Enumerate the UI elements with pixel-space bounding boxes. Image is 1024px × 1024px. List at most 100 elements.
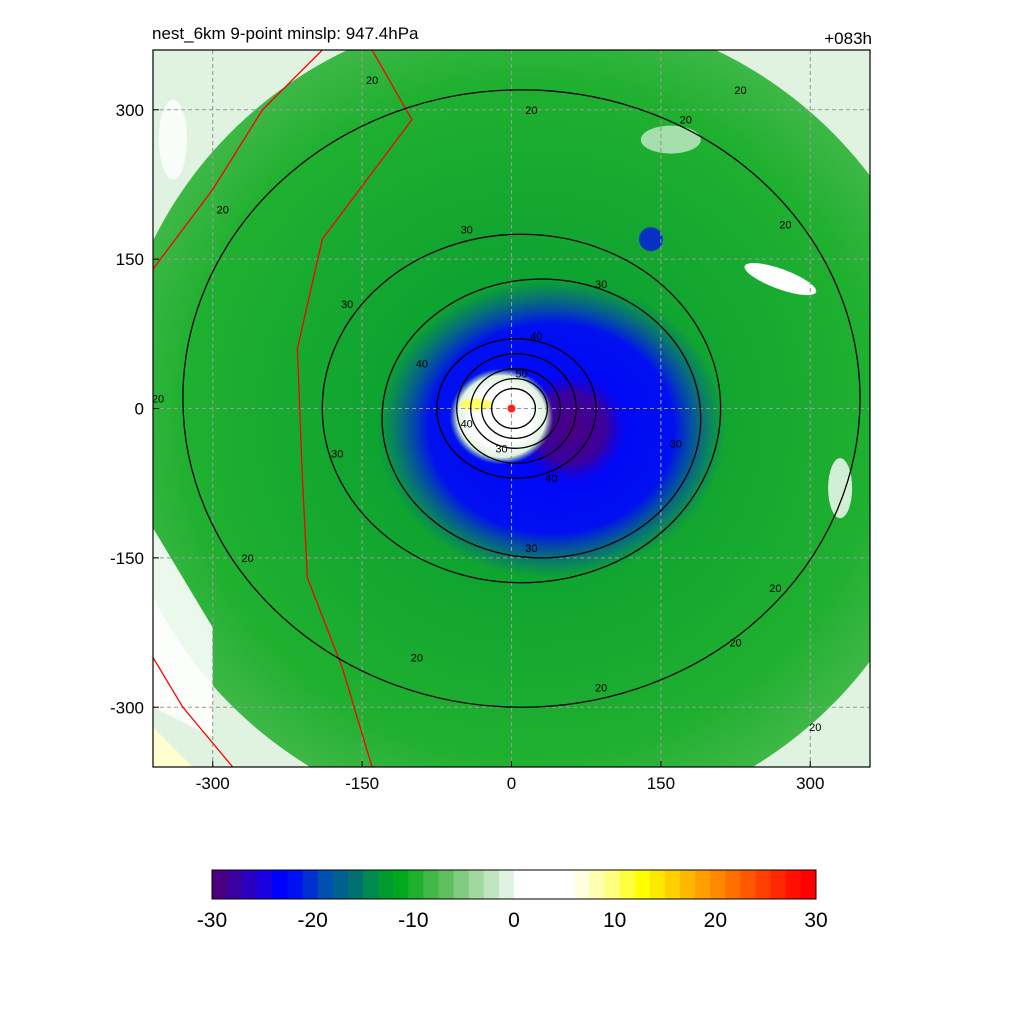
colorbar-swatch bbox=[695, 870, 711, 899]
colorbar-tick-label: -10 bbox=[398, 909, 428, 932]
contour-label: 40 bbox=[530, 331, 542, 343]
colorbar-swatch bbox=[302, 870, 319, 899]
x-tick-label: 150 bbox=[647, 774, 675, 793]
center-dot bbox=[507, 404, 516, 413]
colorbar-tick-label: 0 bbox=[508, 909, 520, 932]
colorbar-tick-label: -30 bbox=[197, 909, 227, 932]
shade-white-topleft bbox=[158, 99, 187, 180]
contour-label: 20 bbox=[769, 583, 781, 595]
contour-label: 20 bbox=[525, 105, 537, 117]
contour-label: 30 bbox=[341, 299, 353, 311]
contour-label: 40 bbox=[416, 359, 428, 371]
colorbar-swatch bbox=[332, 870, 349, 899]
colorbar-swatch bbox=[649, 870, 666, 899]
contour-line bbox=[470, 368, 561, 449]
y-tick-label: 0 bbox=[135, 400, 144, 419]
x-tick-label: -300 bbox=[196, 774, 230, 793]
contour-line bbox=[381, 278, 702, 559]
contour-label: 20 bbox=[809, 722, 821, 734]
colorbar-swatch bbox=[740, 870, 757, 899]
red-boundary-lines bbox=[153, 50, 413, 767]
contour-label: 20 bbox=[595, 682, 607, 694]
contour-label: 20 bbox=[680, 115, 692, 127]
contour-lines bbox=[182, 89, 861, 708]
colorbar-swatch bbox=[544, 870, 560, 899]
colorbar-swatch bbox=[468, 870, 485, 899]
x-tick-label: 0 bbox=[507, 774, 516, 793]
contour-label: 50 bbox=[515, 369, 527, 381]
colorbar-swatch bbox=[438, 870, 455, 899]
colorbar-tick-label: 20 bbox=[704, 909, 727, 932]
colorbar-swatch bbox=[257, 870, 273, 899]
storm-center-marker bbox=[507, 404, 516, 413]
red-line bbox=[153, 50, 323, 270]
shade-pale-yellow bbox=[153, 727, 193, 767]
colorbar-swatch bbox=[619, 870, 636, 899]
colorbar-swatch bbox=[589, 870, 606, 899]
colorbar-swatch bbox=[755, 870, 772, 899]
red-line bbox=[153, 657, 234, 767]
colorbar-swatch bbox=[529, 870, 545, 899]
contour-label: 20 bbox=[366, 75, 378, 87]
red-line bbox=[296, 50, 413, 767]
y-tick-label: 150 bbox=[116, 250, 144, 269]
colorbar-swatch bbox=[785, 870, 802, 899]
colorbar-swatch bbox=[363, 870, 379, 899]
colorbar-swatch bbox=[212, 870, 228, 899]
contour-labels: 20 20 20 20 20 20 20 20 20 20 20 20 20 30 30 30 30 30 30 40… bbox=[152, 75, 821, 734]
colorbar-swatch bbox=[559, 870, 575, 899]
contour-label: 30 bbox=[595, 279, 607, 291]
contour-label: 20 bbox=[729, 638, 741, 650]
y-tick-label: -300 bbox=[110, 698, 144, 717]
contour-label: 20 bbox=[411, 652, 423, 664]
shade-white-left bbox=[153, 528, 213, 738]
contour-line bbox=[321, 233, 722, 584]
colorbar-swatch bbox=[317, 870, 334, 899]
colorbar-tick-label: 30 bbox=[804, 909, 827, 932]
colorbar-swatch bbox=[800, 870, 817, 899]
colorbar-swatch bbox=[680, 870, 696, 899]
colorbar-frame bbox=[211, 869, 817, 900]
contour-label: 30 bbox=[331, 448, 343, 460]
shade-white-right bbox=[744, 263, 817, 296]
colorbar-swatch bbox=[242, 870, 258, 899]
colorbar-swatch bbox=[574, 870, 590, 899]
contour-label: 30 bbox=[525, 543, 537, 555]
contour-label: 20 bbox=[217, 204, 229, 216]
contour-label: 40 bbox=[545, 473, 557, 485]
contour-label: 20 bbox=[152, 394, 164, 406]
x-axis: -300 -150 0 150 300 bbox=[196, 761, 824, 793]
colorbar-swatch bbox=[634, 870, 651, 899]
shade-white-top bbox=[640, 125, 701, 154]
colorbar-swatch bbox=[408, 870, 424, 899]
contour-line bbox=[182, 89, 861, 708]
x-tick-label: 300 bbox=[796, 774, 824, 793]
shading-field bbox=[153, 50, 870, 767]
colorbar-swatch bbox=[453, 870, 470, 899]
colorbar-swatch bbox=[770, 870, 787, 899]
y-tick-label: -150 bbox=[110, 549, 144, 568]
contour-line bbox=[480, 377, 548, 440]
chart-title: nest_6km 9-point minslp: 947.4hPa bbox=[152, 24, 419, 43]
contour-label: 30 bbox=[670, 438, 682, 450]
plot-area: 20 20 20 20 20 20 20 20 20 20 20 20 20 30 30 30 30 30 30 40… bbox=[152, 50, 870, 767]
shade-blue-spot bbox=[638, 227, 663, 252]
colorbar-swatch bbox=[393, 870, 409, 899]
colorbar-swatch bbox=[710, 870, 726, 899]
contour-line bbox=[456, 353, 577, 464]
colorbar-ticks: -30 -20 -10 0 10 20 30 bbox=[197, 909, 828, 932]
colorbar-swatch bbox=[347, 870, 364, 899]
colorbar-swatch bbox=[227, 870, 243, 899]
colorbar-swatch bbox=[514, 870, 530, 899]
colorbar-swatch bbox=[604, 870, 621, 899]
colorbar-swatch bbox=[725, 870, 741, 899]
contour-label: 20 bbox=[779, 219, 791, 231]
colorbar-swatch bbox=[287, 870, 304, 899]
colorbar-swatch bbox=[665, 870, 681, 899]
contour-label: 20 bbox=[241, 553, 253, 565]
contour-label: 30 bbox=[461, 224, 473, 236]
colorbar-swatch bbox=[498, 870, 515, 899]
colorbar-swatch bbox=[378, 870, 394, 899]
colorbar-swatch bbox=[483, 870, 500, 899]
